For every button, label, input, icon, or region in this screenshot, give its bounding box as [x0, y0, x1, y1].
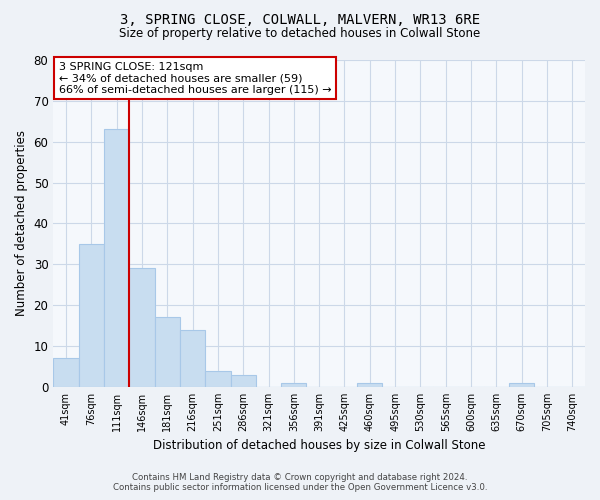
Bar [509, 383, 535, 387]
Bar [281, 383, 307, 387]
Bar [129, 268, 155, 387]
Bar [205, 370, 230, 387]
X-axis label: Distribution of detached houses by size in Colwall Stone: Distribution of detached houses by size … [153, 440, 485, 452]
Bar [104, 130, 129, 387]
Bar [53, 358, 79, 387]
Text: 3 SPRING CLOSE: 121sqm
← 34% of detached houses are smaller (59)
66% of semi-det: 3 SPRING CLOSE: 121sqm ← 34% of detached… [59, 62, 331, 95]
Bar [230, 374, 256, 387]
Bar [155, 318, 180, 387]
Bar [180, 330, 205, 387]
Bar [79, 244, 104, 387]
Text: 3, SPRING CLOSE, COLWALL, MALVERN, WR13 6RE: 3, SPRING CLOSE, COLWALL, MALVERN, WR13 … [120, 12, 480, 26]
Y-axis label: Number of detached properties: Number of detached properties [15, 130, 28, 316]
Text: Size of property relative to detached houses in Colwall Stone: Size of property relative to detached ho… [119, 28, 481, 40]
Text: Contains HM Land Registry data © Crown copyright and database right 2024.
Contai: Contains HM Land Registry data © Crown c… [113, 473, 487, 492]
Bar [357, 383, 382, 387]
